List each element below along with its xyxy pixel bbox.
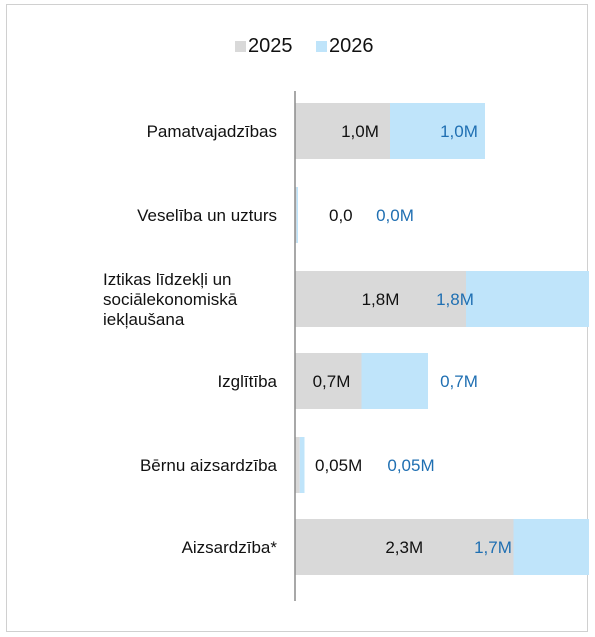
bar-2025-0	[295, 103, 390, 159]
value-label-2026-1: 0,0M	[376, 206, 414, 225]
category-labels: Pamatvajadzības Veselība un uzturs Iztikas…	[103, 122, 278, 557]
value-label-2025-4: 0,05M	[315, 456, 362, 475]
value-label-2025-0: 1,0M	[341, 122, 379, 141]
chart-frame: 2025 2026 Pamatvajadzības Veselība un uztu…	[6, 4, 589, 632]
bar-2026-2	[466, 271, 589, 327]
bar-2026-1	[296, 187, 298, 243]
bar-2025-2	[295, 271, 466, 327]
stacked-bar-chart: 2025 2026 Pamatvajadzības Veselība un uztu…	[103, 35, 589, 601]
value-label-2026-2: 1,8M	[436, 290, 474, 309]
category-label-3: Izglītība	[217, 372, 277, 391]
bar-2025-4	[295, 437, 300, 493]
category-label-5: Aizsardzība*	[182, 538, 278, 557]
legend-swatch-2026	[316, 41, 327, 52]
value-labels: 1,0M 1,0M 0,0 0,0M 1,8M 1,8M 0,7M 0,7M 0,05M 0,05…	[313, 122, 512, 557]
value-label-2025-2: 1,8M	[362, 290, 400, 309]
category-label-0: Pamatvajadzības	[147, 122, 277, 141]
legend: 2025 2026	[235, 35, 374, 57]
category-label-2-line-0: Iztikas līdzekļi un	[103, 270, 232, 289]
bar-2026-5	[513, 519, 589, 575]
legend-swatch-2025	[235, 41, 246, 52]
category-label-1: Veselība un uzturs	[137, 206, 277, 225]
bar-2026-0	[390, 103, 485, 159]
value-label-2026-5: 1,7M	[474, 538, 512, 557]
value-label-2026-0: 1,0M	[440, 122, 478, 141]
bar-2026-3	[361, 353, 428, 409]
value-label-2025-1: 0,0	[329, 206, 353, 225]
legend-label-2025: 2025	[248, 35, 293, 57]
bar-2026-4	[299, 437, 305, 493]
value-label-2026-4: 0,05M	[387, 456, 434, 475]
bar-2025-5	[295, 519, 514, 575]
bars	[295, 103, 589, 575]
value-label-2025-3: 0,7M	[313, 372, 351, 391]
value-label-2025-5: 2,3M	[385, 538, 423, 557]
legend-label-2026: 2026	[329, 35, 374, 57]
value-label-2026-3: 0,7M	[440, 372, 478, 391]
category-label-2-line-1: sociālekonomiskā	[103, 290, 238, 309]
category-label-4: Bērnu aizsardzība	[140, 456, 278, 475]
bar-2025-3	[295, 353, 362, 409]
category-label-2-line-2: iekļaušana	[103, 310, 185, 329]
